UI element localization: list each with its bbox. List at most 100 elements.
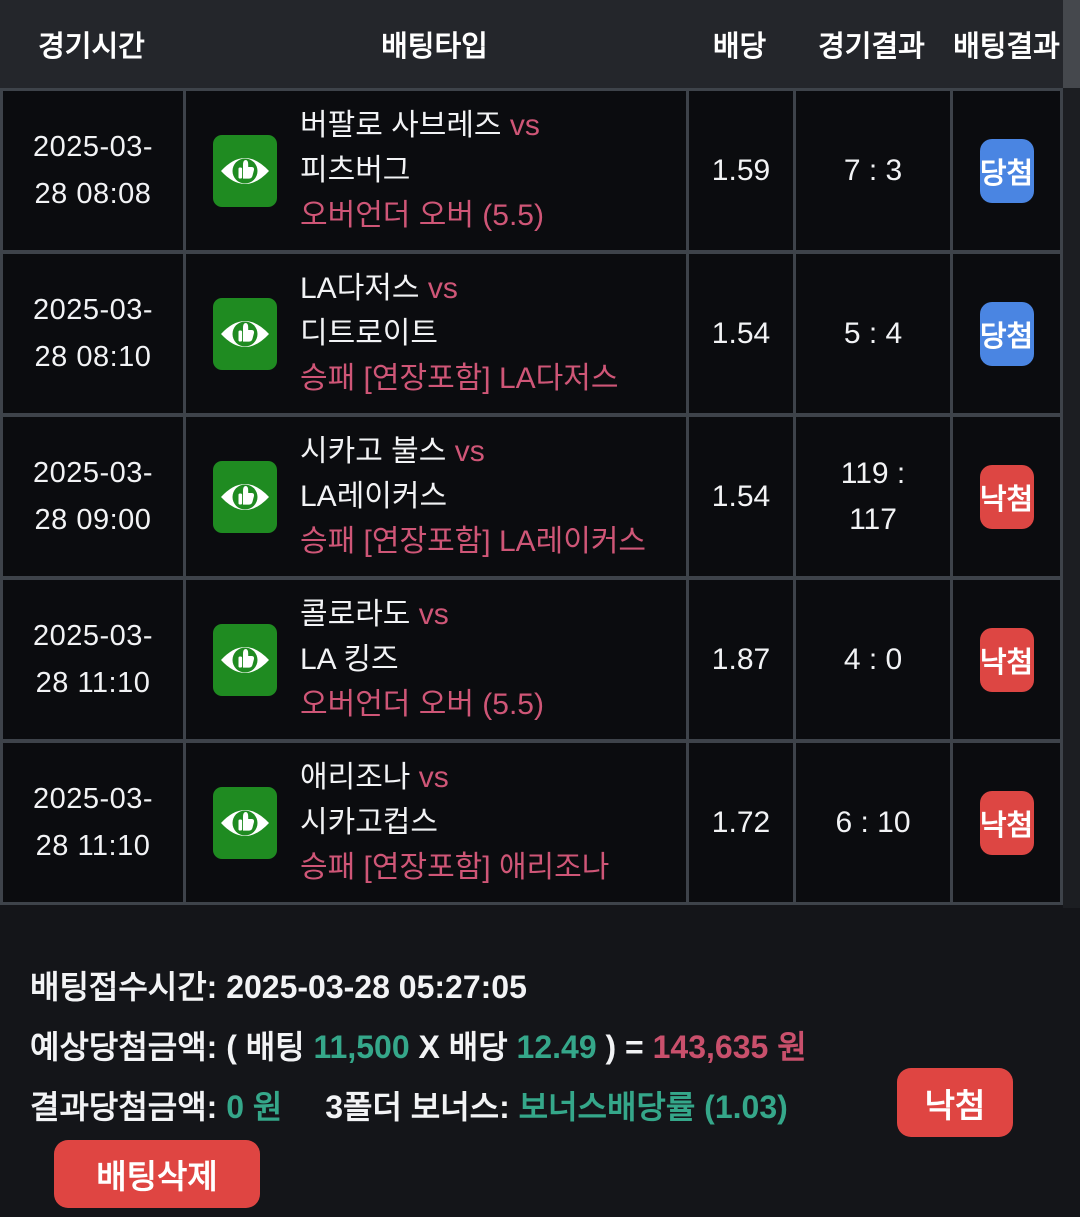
view-game-button[interactable]: [213, 134, 277, 207]
expected-winnings-line: 예상당첨금액: ( 배팅 11,500 X 배당 12.49 ) = 143,6…: [30, 1022, 807, 1068]
result-winnings-line: 결과당첨금액: 0 원 3폴더 보너스: 보너스배당률 (1.03): [30, 1082, 788, 1128]
game-date: 2025-03-: [32, 130, 154, 163]
score-value: 6 : 10: [835, 805, 911, 839]
matchup-line1: 버팔로 사브레즈 vs: [300, 103, 544, 148]
game-result-cell: 7 : 3: [796, 91, 950, 250]
score-value: 5 : 4: [843, 316, 903, 350]
bet-type-cell: 버팔로 사브레즈 vs 피츠버그 오버언더 오버 (5.5): [186, 91, 686, 250]
matchup-line1: 시카고 불스 vs: [300, 429, 646, 474]
game-time: 28 09:00: [34, 503, 152, 536]
game-date: 2025-03-: [32, 782, 154, 815]
score-value: 119 : 117: [840, 456, 906, 536]
eye-icon: [219, 640, 271, 680]
team1-name: LA다저스: [300, 272, 420, 305]
bet-type-label: 승패 [연장포함] LA다저스: [300, 362, 619, 395]
bet-type-label: 오버언더 오버 (5.5): [300, 688, 544, 721]
game-date: 2025-03-: [32, 293, 154, 326]
bet-result-cell: 낙첨: [953, 743, 1060, 902]
bet-result-badge: 당첨: [979, 301, 1034, 366]
column-header-odds: 배당: [712, 31, 767, 63]
team2-name: LA 킹즈: [300, 643, 399, 676]
bet-result-cell: 당첨: [953, 254, 1060, 413]
game-date: 2025-03-: [32, 456, 154, 489]
delete-bet-button[interactable]: 배팅삭제: [54, 1140, 260, 1208]
eye-icon: [219, 314, 271, 354]
column-header-bet-type: 배팅타입: [381, 31, 488, 63]
game-time-cell: 2025-03- 28 11:10: [3, 580, 183, 739]
odds-cell: 1.54: [689, 254, 793, 413]
vs-label: vs: [509, 109, 540, 142]
bet-result-badge: 낙첨: [979, 627, 1034, 692]
bet-type-label: 오버언더 오버 (5.5): [300, 199, 544, 232]
bet-result-badge: 낙첨: [979, 790, 1034, 855]
times-odds-label: X 배당: [418, 1029, 508, 1065]
vs-label: vs: [427, 272, 458, 305]
odds-value: 1.54: [711, 316, 771, 350]
expected-winnings-label: 예상당첨금액:: [30, 1029, 218, 1065]
game-time: 28 11:10: [35, 829, 151, 862]
bet-type-label: 승패 [연장포함] 애리조나: [300, 851, 610, 884]
game-time: 28 11:10: [35, 666, 151, 699]
bet-result-cell: 낙첨: [953, 417, 1060, 576]
eye-icon: [219, 477, 271, 517]
team2-name: LA레이커스: [300, 480, 448, 513]
game-result-cell: 6 : 10: [796, 743, 950, 902]
odds-value: 1.72: [711, 805, 771, 839]
odds-cell: 1.59: [689, 91, 793, 250]
score-value: 4 : 0: [843, 642, 903, 676]
bet-receipt-line: 배팅접수시간: 2025-03-28 05:27:05: [30, 962, 527, 1008]
team1-name: 버팔로 사브레즈: [300, 109, 502, 142]
vs-label: vs: [454, 435, 485, 468]
team2-name: 디트로이트: [300, 317, 438, 350]
odds-value: 1.59: [711, 153, 771, 187]
game-time-cell: 2025-03- 28 08:10: [3, 254, 183, 413]
bet-result-badge: 낙첨: [979, 464, 1034, 529]
matchup-line1: 콜로라도 vs: [300, 592, 544, 637]
odds-value: 1.54: [711, 479, 771, 513]
paren-open: ( 배팅: [226, 1029, 305, 1065]
scrollbar-track[interactable]: [1063, 0, 1080, 908]
game-time-cell: 2025-03- 28 11:10: [3, 743, 183, 902]
column-header-bet-result: 배팅결과: [953, 31, 1060, 63]
team2-name: 피츠버그: [300, 154, 411, 187]
overall-result-badge: 낙첨: [897, 1068, 1013, 1137]
scrollbar-thumb[interactable]: [1063, 0, 1080, 88]
matchup-line1: 애리조나 vs: [300, 755, 609, 800]
game-time: 28 08:08: [34, 177, 152, 210]
receipt-time-value: 2025-03-28 05:27:05: [226, 969, 527, 1005]
total-odds-value: 12.49: [516, 1029, 597, 1065]
bet-type-cell: 콜로라도 vs LA 킹즈 오버언더 오버 (5.5): [186, 580, 686, 739]
expected-total-value: 143,635 원: [652, 1029, 807, 1065]
score-value: 7 : 3: [843, 153, 903, 187]
bet-type-cell: LA다저스 vs 디트로이트 승패 [연장포함] LA다저스: [186, 254, 686, 413]
game-result-cell: 119 : 117: [796, 417, 950, 576]
receipt-time-label: 배팅접수시간:: [30, 969, 218, 1005]
game-time: 28 08:10: [34, 340, 152, 373]
view-game-button[interactable]: [213, 623, 277, 696]
bet-type-label: 승패 [연장포함] LA레이커스: [300, 525, 647, 558]
column-header-game-time: 경기시간: [38, 31, 145, 63]
result-winnings-label: 결과당첨금액:: [30, 1089, 218, 1125]
view-game-button[interactable]: [213, 786, 277, 859]
game-date: 2025-03-: [32, 619, 154, 652]
result-amount-value: 0 원: [226, 1089, 283, 1125]
team1-name: 애리조나: [300, 761, 411, 794]
game-result-cell: 5 : 4: [796, 254, 950, 413]
bet-result-cell: 낙첨: [953, 580, 1060, 739]
paren-close: ) =: [605, 1029, 644, 1065]
odds-cell: 1.72: [689, 743, 793, 902]
view-game-button[interactable]: [213, 460, 277, 533]
bet-result-cell: 당첨: [953, 91, 1060, 250]
vs-label: vs: [418, 598, 449, 631]
column-header-game-result: 경기결과: [818, 31, 925, 63]
game-result-cell: 4 : 0: [796, 580, 950, 739]
odds-value: 1.87: [711, 642, 771, 676]
folder-bonus-label: 3폴더 보너스:: [325, 1089, 510, 1125]
game-time-cell: 2025-03- 28 08:08: [3, 91, 183, 250]
odds-cell: 1.54: [689, 417, 793, 576]
team2-name: 시카고컵스: [300, 806, 438, 839]
team1-name: 시카고 불스: [300, 435, 447, 468]
bet-type-cell: 애리조나 vs 시카고컵스 승패 [연장포함] 애리조나: [186, 743, 686, 902]
view-game-button[interactable]: [213, 297, 277, 370]
bet-table: 2025-03- 28 08:08 버팔로 사브레즈 vs 피츠버그 오버언더 …: [0, 88, 1063, 905]
